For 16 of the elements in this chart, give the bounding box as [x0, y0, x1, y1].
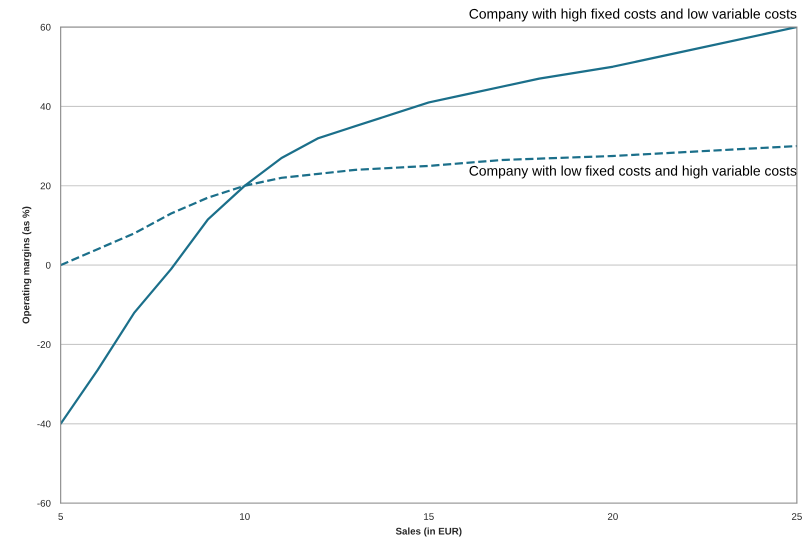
y-tick-label: 40: [40, 103, 51, 110]
y-axis-title: Operating margins (as %): [22, 206, 32, 324]
x-tick-label: 10: [240, 513, 250, 520]
series-label: Company with high fixed costs and low variable costs: [469, 8, 796, 22]
y-tick-label: 60: [40, 24, 51, 31]
x-tick-label: 25: [792, 513, 802, 520]
y-tick-label: 0: [46, 262, 51, 269]
x-tick-label: 15: [424, 513, 434, 520]
y-tick-label: -40: [37, 420, 51, 428]
y-tick-label: 20: [40, 182, 51, 190]
x-axis-title: Sales (in EUR): [396, 527, 462, 537]
x-tick-label: 20: [608, 513, 618, 520]
y-tick-label: -60: [37, 500, 51, 507]
series-label: Company with low fixed costs and high variable costs: [469, 166, 796, 178]
y-tick-label: -20: [37, 341, 51, 348]
x-tick-label: 5: [58, 513, 63, 520]
